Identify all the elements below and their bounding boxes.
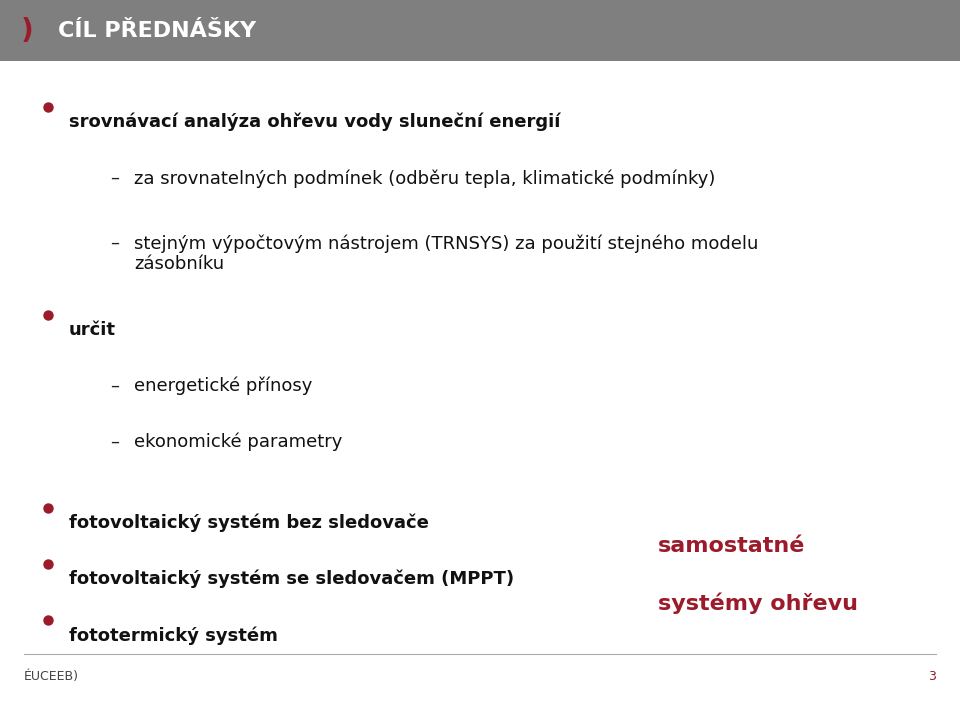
Text: za srovnatelných podmínek (odběru tepla, klimatické podmínky): za srovnatelných podmínek (odběru tepla,… <box>134 169 716 188</box>
Text: ): ) <box>20 17 34 44</box>
Text: fotovoltaický systém se sledovačem (MPPT): fotovoltaický systém se sledovačem (MPPT… <box>69 570 515 588</box>
Text: srovnávací analýza ohřevu vody sluneční energií: srovnávací analýza ohřevu vody sluneční … <box>69 113 561 131</box>
Text: určit: určit <box>69 321 116 339</box>
Text: ekonomické parametry: ekonomické parametry <box>134 433 343 451</box>
Text: ÉUCEEB): ÉUCEEB) <box>24 670 79 683</box>
Text: CÍL PŘEDNÁŠKY: CÍL PŘEDNÁŠKY <box>58 20 255 41</box>
Text: samostatné: samostatné <box>658 536 805 556</box>
Text: –: – <box>110 433 119 451</box>
Bar <box>0 0 960 61</box>
Text: fototermický systém: fototermický systém <box>69 626 278 644</box>
Text: –: – <box>110 376 119 395</box>
Text: fotovoltaický systém bez sledovače: fotovoltaický systém bez sledovače <box>69 513 429 532</box>
Text: –: – <box>110 234 119 252</box>
Text: –: – <box>110 169 119 188</box>
Text: energetické přínosy: energetické přínosy <box>134 376 313 395</box>
Text: stejným výpočtovým nástrojem (TRNSYS) za použití stejného modelu
zásobníku: stejným výpočtovým nástrojem (TRNSYS) za… <box>134 234 758 274</box>
Text: 3: 3 <box>928 670 936 683</box>
Text: systémy ohřevu: systémy ohřevu <box>658 592 857 613</box>
